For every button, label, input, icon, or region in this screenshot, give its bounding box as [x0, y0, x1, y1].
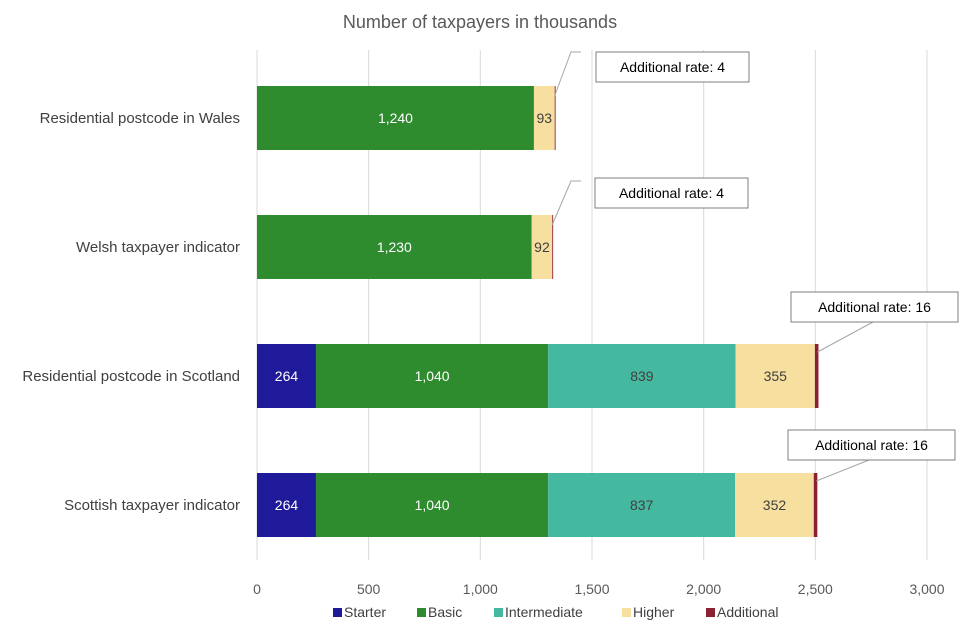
callout-leader-line: [816, 459, 870, 482]
bar-segment-basic: [257, 86, 534, 150]
category-label: Residential postcode in Wales: [40, 110, 240, 127]
bar-segment-additional: [554, 86, 556, 150]
x-tick-label: 500: [357, 581, 381, 597]
labels: 0 500 1,000 1,500 2,000 2,500 3,000 Residential…: [22, 110, 944, 597]
category-label: Welsh taxpayer indicator: [76, 239, 240, 256]
legend-label: Starter: [344, 604, 386, 620]
legend-swatch: [494, 608, 503, 617]
callout-label: Additional rate: 4: [620, 59, 725, 75]
callout-leader-line: [817, 321, 874, 353]
legend-swatch: [417, 608, 426, 617]
bar-segment-additional: [814, 344, 819, 408]
legend-swatch: [333, 608, 342, 617]
callout-leader-line: [554, 51, 581, 97]
legend-swatch: [622, 608, 631, 617]
legend-swatch: [706, 608, 715, 617]
data-label: 837: [630, 497, 654, 513]
bar-segment-higher: [531, 215, 553, 279]
bar-segment-higher: [735, 473, 814, 537]
data-label: 839: [630, 368, 654, 384]
bar-segment-higher: [533, 86, 555, 150]
x-tick-label: 3,000: [909, 581, 944, 597]
bar-segment-basic: [257, 215, 532, 279]
bars: [257, 86, 819, 537]
legend-label: Higher: [633, 604, 675, 620]
callout-box: [790, 291, 959, 323]
data-label: 92: [534, 239, 550, 255]
data-label: 1,230: [377, 239, 412, 255]
x-tick-label: 0: [253, 581, 261, 597]
bar-segment-higher: [735, 344, 815, 408]
bar-segment-starter: [257, 473, 316, 537]
legend: Starter Basic Intermediate Higher Additional: [333, 604, 779, 620]
bar-segment-additional: [813, 473, 818, 537]
data-label: 1,040: [415, 368, 450, 384]
callouts: Additional rate: 4 Additional rate: 4 Addi…: [551, 51, 959, 482]
data-label: 355: [764, 368, 788, 384]
bar-segment-basic: [315, 473, 549, 537]
chart-title: Number of taxpayers in thousands: [343, 12, 617, 32]
data-label: 352: [763, 497, 787, 513]
x-tick-label: 2,500: [798, 581, 833, 597]
category-label: Residential postcode in Scotland: [22, 368, 240, 385]
callout-box: [595, 51, 750, 83]
data-label: 264: [275, 368, 299, 384]
data-label: 1,240: [378, 110, 413, 126]
x-tick-label: 1,500: [574, 581, 609, 597]
callout-label: Additional rate: 16: [818, 299, 931, 315]
bar-segment-starter: [257, 344, 316, 408]
category-label: Scottish taxpayer indicator: [64, 497, 240, 514]
data-label: 93: [537, 110, 553, 126]
legend-label: Intermediate: [505, 604, 583, 620]
legend-label: Basic: [428, 604, 462, 620]
bar-segment-additional: [552, 215, 554, 279]
callout-box: [594, 177, 749, 209]
data-label: 1,040: [415, 497, 450, 513]
data-label: 264: [275, 497, 299, 513]
x-tick-label: 2,000: [686, 581, 721, 597]
bar-segment-intermediate: [548, 344, 736, 408]
bar-segment-basic: [315, 344, 549, 408]
callout-label: Additional rate: 16: [815, 437, 928, 453]
x-tick-label: 1,000: [463, 581, 498, 597]
callout-label: Additional rate: 4: [619, 185, 724, 201]
bar-segment-intermediate: [548, 473, 736, 537]
callout-leader-line: [551, 180, 581, 226]
callout-box: [787, 429, 956, 461]
legend-label: Additional: [717, 604, 779, 620]
